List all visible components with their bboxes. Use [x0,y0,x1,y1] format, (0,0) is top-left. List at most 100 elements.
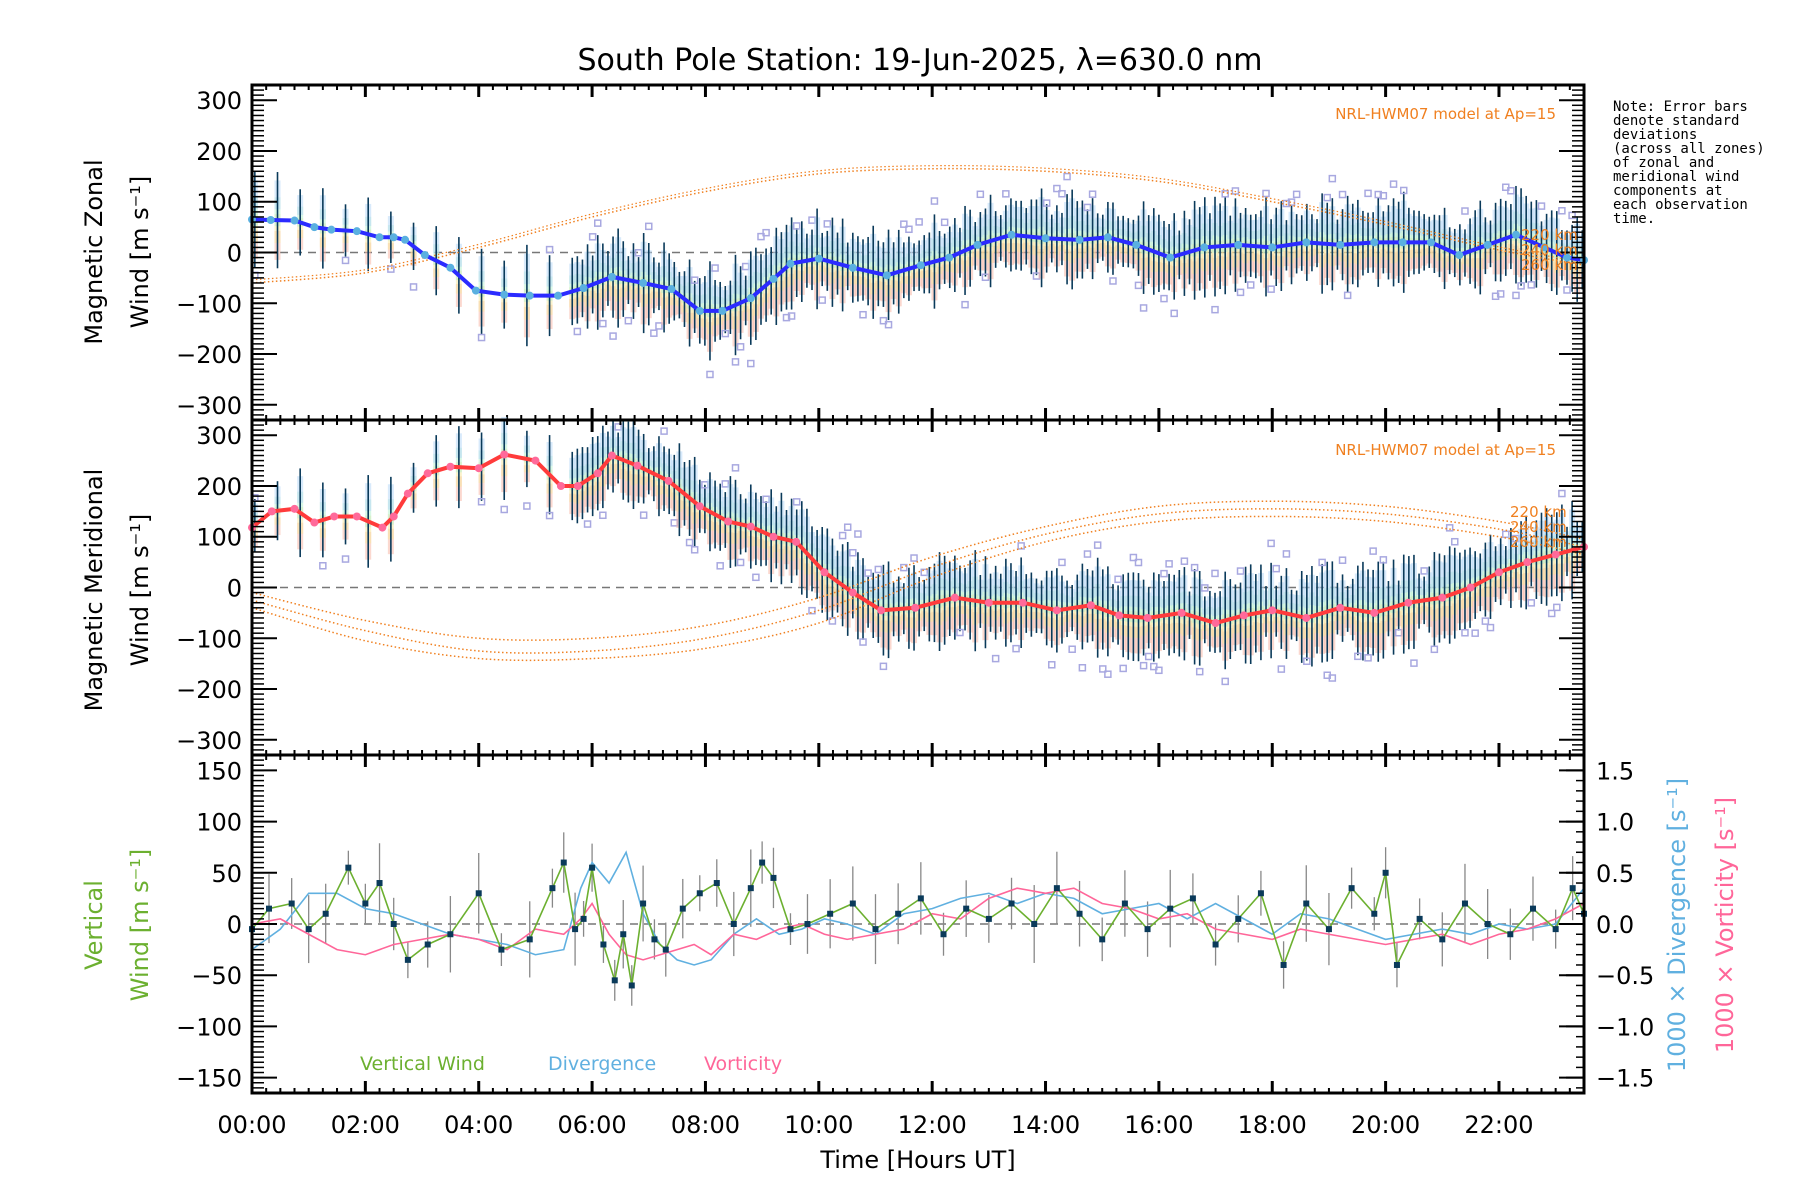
vertical-wind-point [1382,869,1389,876]
vertical-wind-point [1121,900,1128,907]
y2-tick-label: −0.5 [1596,962,1654,990]
mean-wind-point [1398,238,1407,247]
zone-sample-marker [1481,617,1490,625]
mean-wind-point [1268,606,1277,615]
mean-wind-point [1302,613,1311,622]
y-tick-label: 200 [196,138,242,166]
zone-sample-marker [1236,567,1245,575]
zone-sample-marker [1537,202,1546,210]
zone-sample-marker [879,662,888,671]
y-tick-label: −100 [176,290,242,318]
zone-sample-marker [1563,286,1571,294]
zone-sample-marker [1129,553,1138,562]
zone-sample-marker [1058,558,1066,567]
y-tick-label: −300 [176,392,242,420]
zone-sample-marker [609,332,617,340]
y2-tick-label: 0.5 [1596,860,1634,888]
mean-wind-point [389,233,398,242]
mean-wind-point [352,227,361,236]
zone-sample-marker [721,329,730,338]
mean-wind-point [1483,240,1492,249]
mean-wind-point [446,462,455,471]
vertical-wind-point [1280,961,1287,968]
mean-wind-point [330,512,339,521]
mean-wind-point [718,306,727,315]
vertical-wind-point [549,885,556,892]
zone-sample-marker [874,565,883,574]
vertical-wind-point [447,931,454,938]
zone-sample-marker [1328,674,1337,682]
mean-wind-point [378,523,387,532]
zone-sample-marker [599,511,607,520]
meridional-model-alt-240: 240 km [1510,518,1567,536]
zone-sample-marker [1364,654,1372,662]
vertical-wind-point [288,900,295,907]
vertical-wind-point [572,926,579,933]
vertical-wind-point [611,977,618,984]
y-tick-label: −100 [176,625,242,653]
zone-sample-marker [884,320,893,329]
zone-sample-marker [341,256,350,265]
mean-wind-point [877,606,886,615]
mean-wind-point [579,284,588,293]
zone-sample-marker [1282,199,1291,208]
y2-tick-label: 0.0 [1596,911,1634,939]
x-tick-label: 22:00 [1464,1111,1533,1139]
zone-sample-marker [864,569,872,577]
mean-wind-point [664,476,673,485]
y-tick-label: 0 [227,575,242,603]
zone-sample-marker [741,262,750,271]
zone-sample-marker [1420,567,1428,575]
zone-sample-marker [1400,186,1408,195]
zone-sample-marker [1303,657,1311,666]
zone-sample-marker [1338,190,1347,199]
zone-sample-marker [1374,190,1382,199]
zone-sample-marker [1527,599,1536,607]
mean-wind-point [882,271,891,280]
vertical-wind-point [696,890,703,897]
zone-sample-marker [940,218,949,227]
zone-sample-marker [1364,189,1372,198]
y-tick-label: 100 [196,189,242,217]
mean-wind-point [1540,243,1549,252]
vertical-wind-point [628,982,635,989]
mean-wind-point [290,216,299,225]
vertical-wind-point [305,926,312,933]
zone-sample-marker [838,531,847,540]
vertical-wind-point [827,910,834,917]
zone-sample-marker [599,319,607,328]
vertical-wind-point [424,941,431,948]
zone-sample-marker [1088,190,1097,198]
zone-sample-marker [1527,281,1536,289]
zone-sample-marker [624,316,633,325]
legend-divergence: Divergence [548,1053,656,1075]
y-tick-label: −200 [176,341,242,369]
zone-sample-marker [645,222,653,231]
vertical-wind-point [1507,931,1514,938]
mean-wind-point [1455,251,1464,260]
mean-wind-point [1007,230,1016,239]
note-line: meridional wind [1613,169,1739,185]
mean-wind-point [1370,238,1379,247]
mean-wind-point [1086,601,1095,610]
y-tick-label: 50 [211,860,242,888]
y-tick-label: 150 [196,757,242,785]
vertical-wind-point [1371,910,1378,917]
zone-sample-marker [782,313,791,322]
zone-sample-marker [792,222,801,230]
zone-sample-marker [1170,309,1178,318]
mean-wind-point [266,216,275,225]
zone-sample-marker [1063,172,1071,181]
zone-sample-marker [808,606,816,615]
mean-wind-point [973,240,982,249]
vertical-wind-point [1461,900,1468,907]
mean-wind-point [500,450,509,459]
zone-sample-marker [660,427,668,435]
vertical-wind-point [1235,915,1242,922]
vertical-wind-point [1529,905,1536,912]
vertical-wind-point [640,900,647,907]
vertical-wind-point [730,921,737,927]
zone-sample-marker [1496,290,1505,298]
mean-wind-point [1234,240,1243,249]
